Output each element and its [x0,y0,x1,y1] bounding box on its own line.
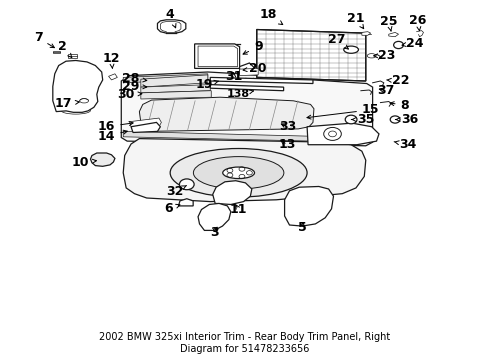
Text: 22: 22 [386,75,409,87]
Text: 37: 37 [377,84,394,97]
Text: Diagram for 51478233656: Diagram for 51478233656 [180,344,308,354]
Polygon shape [123,74,207,83]
Text: 19: 19 [195,78,218,91]
Text: 35: 35 [351,113,374,126]
Polygon shape [53,60,102,112]
Polygon shape [306,123,378,145]
Polygon shape [139,97,313,131]
Polygon shape [239,63,254,73]
Text: 28: 28 [122,72,146,85]
Text: 17: 17 [55,97,79,110]
Text: 34: 34 [393,138,416,151]
Text: 2: 2 [58,40,72,58]
Text: 26: 26 [408,14,426,31]
Polygon shape [284,186,333,226]
Circle shape [389,116,399,123]
Polygon shape [141,75,207,87]
Text: 11: 11 [229,203,247,216]
Polygon shape [90,153,115,166]
Polygon shape [178,199,193,206]
Text: 4: 4 [165,8,176,28]
Polygon shape [68,54,77,58]
Text: 6: 6 [164,202,180,215]
Polygon shape [121,72,372,146]
Text: 2002 BMW 325xi Interior Trim - Rear Body Trim Panel, Right: 2002 BMW 325xi Interior Trim - Rear Body… [99,332,389,342]
Text: 10: 10 [72,156,96,169]
Polygon shape [53,51,60,53]
Text: 5: 5 [297,221,306,234]
Polygon shape [361,32,370,35]
Text: 27: 27 [327,33,347,49]
Polygon shape [131,122,160,132]
Ellipse shape [222,167,254,179]
Polygon shape [108,74,117,80]
Polygon shape [129,118,161,127]
Ellipse shape [170,148,306,197]
Polygon shape [239,68,258,76]
Polygon shape [123,139,365,202]
Ellipse shape [366,54,375,58]
Text: 7: 7 [34,31,54,48]
Text: 12: 12 [102,52,120,68]
Polygon shape [198,46,237,67]
Text: 8: 8 [389,99,408,112]
Polygon shape [388,32,398,37]
Text: 14: 14 [98,130,127,143]
Text: 36: 36 [395,113,418,126]
Polygon shape [210,85,283,91]
Text: 13: 13 [278,138,296,151]
Text: 21: 21 [346,12,364,29]
Ellipse shape [193,157,283,189]
Text: 33: 33 [278,120,296,133]
Polygon shape [123,131,361,142]
Text: 30: 30 [117,88,142,101]
Polygon shape [198,203,230,230]
Ellipse shape [343,46,358,53]
Text: 138: 138 [226,89,253,99]
Text: 23: 23 [373,49,394,62]
Polygon shape [141,85,210,93]
Polygon shape [256,30,365,81]
Polygon shape [141,91,211,99]
Text: 16: 16 [98,120,133,133]
Text: 29: 29 [122,80,146,93]
Text: 15: 15 [306,103,379,119]
Text: 32: 32 [166,185,186,198]
Text: 20: 20 [243,62,266,75]
Circle shape [179,179,194,190]
Text: 9: 9 [243,40,262,54]
Circle shape [393,41,403,49]
Text: 18: 18 [259,8,282,24]
Polygon shape [212,181,251,204]
Text: 31: 31 [224,70,242,83]
Circle shape [345,115,356,124]
Polygon shape [194,44,239,68]
Text: 3: 3 [209,226,218,239]
Text: 24: 24 [401,37,423,50]
Polygon shape [210,77,312,84]
Text: 25: 25 [379,15,397,31]
